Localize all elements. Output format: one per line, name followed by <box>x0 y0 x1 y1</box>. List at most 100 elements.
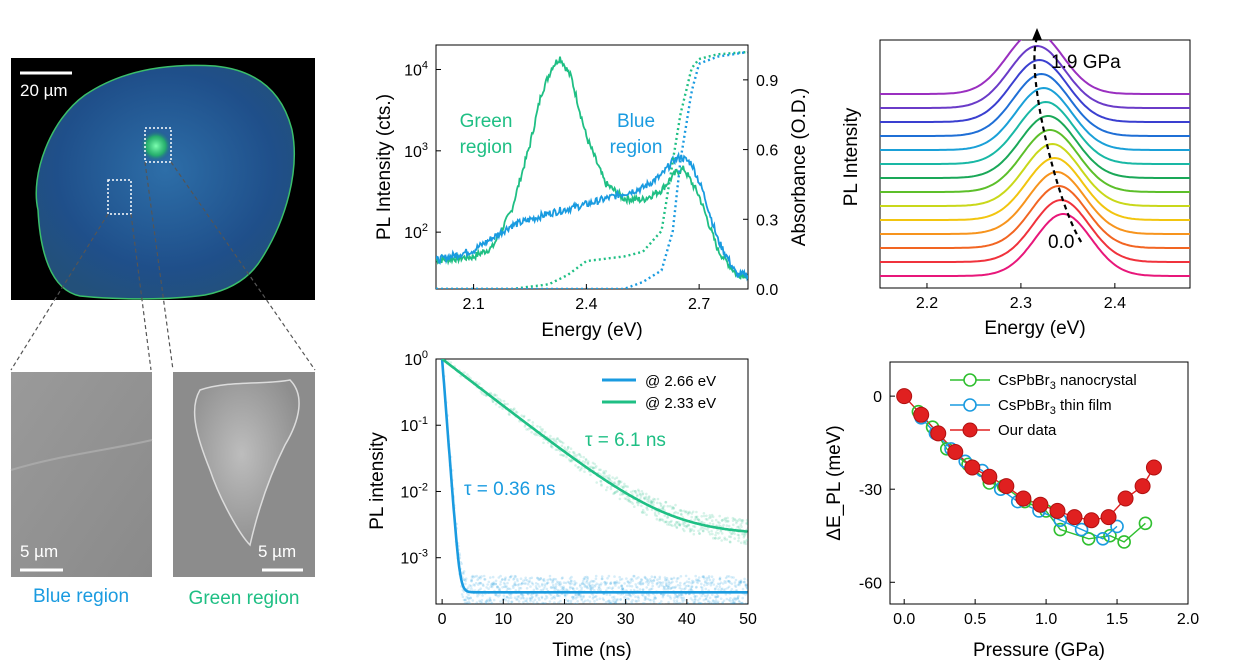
data-point-2 <box>1134 478 1151 495</box>
decay-point-1 <box>618 497 622 501</box>
decay-point-0 <box>627 582 631 585</box>
decay-point-0 <box>463 601 467 604</box>
x-axis-label: Pressure (GPa) <box>973 640 1105 661</box>
decay-point-0 <box>620 584 624 588</box>
decay-point-0 <box>495 594 498 597</box>
decay-point-0 <box>646 597 650 601</box>
decay-point-0 <box>506 581 509 585</box>
decay-point-0 <box>665 581 668 585</box>
decay-point-0 <box>478 581 481 585</box>
decay-point-0 <box>639 580 643 584</box>
legend: @ 2.66 eV @ 2.33 eV <box>602 373 716 412</box>
decay-point-1 <box>463 371 466 374</box>
decay-point-1 <box>734 518 737 522</box>
decay-point-1 <box>636 493 639 497</box>
decay-point-0 <box>547 606 550 609</box>
decay-point-1 <box>743 534 746 538</box>
decay-point-0 <box>480 598 484 602</box>
decay-point-1 <box>666 516 669 519</box>
decay-point-0 <box>676 583 680 587</box>
decay-point-0 <box>659 581 662 584</box>
decay-point-0 <box>554 582 558 586</box>
y2-axis-label: Absorbance (O.D.) <box>789 88 810 246</box>
decay-point-0 <box>578 584 582 588</box>
decay-point-0 <box>487 580 491 584</box>
decay-point-0 <box>747 588 748 591</box>
decay-point-1 <box>478 382 481 386</box>
decay-point-0 <box>527 580 531 584</box>
decay-point-0 <box>519 582 523 586</box>
decay-point-0 <box>630 600 633 604</box>
decay-point-1 <box>559 453 562 457</box>
decay-point-0 <box>689 605 692 608</box>
decay-point-0 <box>733 581 737 584</box>
decay-point-0 <box>664 587 668 591</box>
decay-point-1 <box>669 520 672 524</box>
decay-point-0 <box>658 602 661 604</box>
decay-point-0 <box>611 607 614 610</box>
decay-point-1 <box>690 515 693 519</box>
decay-point-0 <box>499 580 503 584</box>
decay-point-1 <box>675 520 678 524</box>
decay-point-0 <box>633 574 636 578</box>
decay-point-0 <box>568 582 572 586</box>
decay-point-0 <box>580 588 583 592</box>
decay-point-0 <box>678 584 682 587</box>
decay-point-0 <box>479 577 482 580</box>
decay-point-1 <box>672 506 675 510</box>
data-point-2 <box>981 468 998 485</box>
decay-point-0 <box>531 595 534 599</box>
decay-point-0 <box>636 586 639 589</box>
decay-point-0 <box>635 577 638 580</box>
decay-point-0 <box>591 593 595 596</box>
spectrum-0 <box>880 213 1190 277</box>
decay-point-0 <box>733 584 737 587</box>
decay-point-0 <box>503 583 507 586</box>
y-axis-label: ΔE_PL (meV) <box>824 425 845 540</box>
decay-point-1 <box>628 500 632 503</box>
decay-point-1 <box>720 539 723 542</box>
decay-point-0 <box>573 580 576 583</box>
decay-point-0 <box>581 582 584 585</box>
decay-point-0 <box>479 581 483 585</box>
decay-point-0 <box>744 602 748 604</box>
decay-point-0 <box>498 587 501 590</box>
decay-point-0 <box>591 583 594 587</box>
decay-point-0 <box>532 600 535 603</box>
decay-point-1 <box>576 466 580 469</box>
decay-point-0 <box>475 601 479 604</box>
y-axis-label: PL Intensity <box>841 107 862 206</box>
decay-point-0 <box>556 588 559 592</box>
decay-point-0 <box>693 595 697 598</box>
decay-point-0 <box>468 584 472 587</box>
decay-point-1 <box>641 493 644 496</box>
decay-point-0 <box>670 606 673 609</box>
decay-point-1 <box>611 476 614 479</box>
decay-point-0 <box>540 595 544 599</box>
decay-point-0 <box>736 597 739 601</box>
decay-point-1 <box>741 532 744 536</box>
decay-point-0 <box>493 593 497 596</box>
decay-point-1 <box>534 433 537 437</box>
decay-point-1 <box>580 466 583 469</box>
green-region-box <box>144 127 172 163</box>
decay-point-1 <box>706 528 709 531</box>
decay-point-0 <box>738 600 741 604</box>
decay-point-0 <box>694 586 698 589</box>
decay-point-0 <box>539 603 542 604</box>
decay-point-1 <box>729 540 732 544</box>
decay-point-1 <box>661 506 665 509</box>
decay-point-0 <box>546 581 550 585</box>
decay-point-1 <box>618 481 622 484</box>
decay-point-1 <box>506 402 509 406</box>
decay-point-0 <box>619 578 622 582</box>
decay-point-0 <box>690 582 693 585</box>
decay-point-1 <box>549 445 553 448</box>
decay-point-0 <box>713 595 717 598</box>
decay-point-0 <box>492 583 495 586</box>
decay-point-1 <box>641 508 645 512</box>
decay-point-1 <box>698 532 701 535</box>
x-tick-label: 2.3 <box>1010 295 1032 312</box>
green-emission-spot <box>140 130 172 162</box>
